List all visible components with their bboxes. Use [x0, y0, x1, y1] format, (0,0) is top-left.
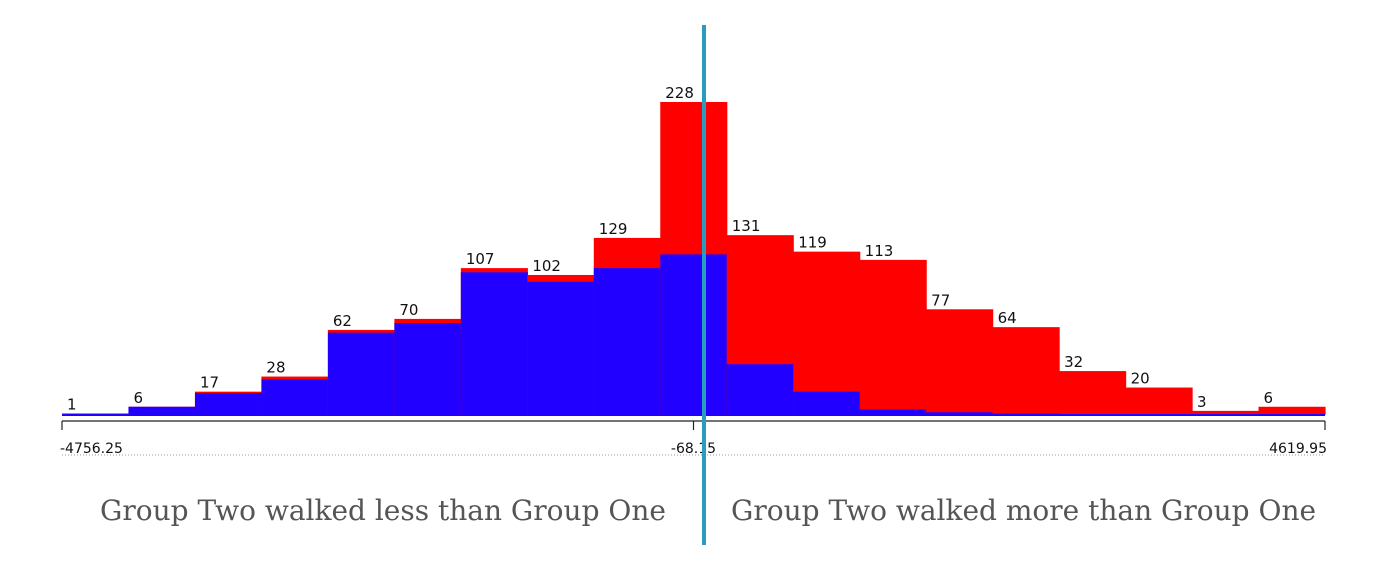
x-axis: -4756.25 -68.15 4619.95	[60, 414, 1327, 457]
x-tick-label: -68.15	[671, 441, 716, 457]
x-tick-label: -4756.25	[60, 441, 123, 457]
bin-count-label: 28	[266, 359, 285, 377]
histogram-bar-lower	[527, 281, 595, 415]
histogram-bar-lower	[194, 393, 263, 415]
bin-count-label: 64	[998, 309, 1017, 327]
histogram-bar-lower	[128, 406, 196, 415]
bin-count-label: 17	[200, 374, 219, 392]
histogram-bar-lower	[793, 391, 861, 415]
bin-count-label: 119	[798, 234, 827, 252]
histogram-bar-lower	[660, 254, 728, 415]
bin-count-label: 1	[67, 396, 77, 414]
bin-count-label: 3	[1197, 393, 1207, 411]
histogram-bar-lower	[261, 379, 329, 415]
caption-walked-more: Group Two walked more than Group One	[731, 494, 1317, 527]
histogram-bar-lower	[926, 412, 994, 415]
bin-count-label: 32	[1064, 353, 1083, 371]
count-labels-layer: 1 6 17 28 62 70 107 102 129 228 131 119 113 77 64 32 20 3…	[67, 84, 1273, 414]
bin-count-label: 102	[532, 257, 561, 275]
bars-layer	[62, 102, 1326, 415]
histogram-bar-total	[859, 259, 927, 415]
histogram-bar-total	[992, 327, 1060, 415]
histogram-bar-lower	[859, 409, 927, 415]
histogram-bar-lower	[327, 332, 395, 415]
histogram-bar-lower	[394, 323, 462, 415]
bin-count-label: 129	[599, 220, 628, 238]
bin-count-label: 131	[732, 217, 761, 235]
bin-count-label: 228	[665, 84, 694, 102]
histogram-bar-total	[793, 251, 861, 415]
bin-count-label: 70	[399, 301, 418, 319]
histogram-bar-total	[1258, 406, 1326, 415]
histogram-bar-lower	[593, 268, 661, 415]
bin-count-label: 20	[1131, 370, 1150, 388]
bin-count-label: 6	[133, 389, 143, 407]
bin-count-label: 62	[333, 312, 352, 330]
histogram-bar-total	[1059, 371, 1127, 415]
histogram-bar-total	[1192, 410, 1260, 415]
bin-count-label: 107	[466, 250, 495, 268]
bin-count-label: 77	[931, 291, 950, 309]
bin-count-label: 6	[1264, 389, 1274, 407]
caption-walked-less: Group Two walked less than Group One	[100, 494, 666, 527]
histogram-bar-total	[926, 309, 994, 415]
histogram-bar-lower	[460, 272, 528, 415]
histogram-bar-lower	[726, 364, 794, 415]
bin-count-label: 113	[865, 242, 894, 260]
x-tick-label: 4619.95	[1269, 441, 1327, 457]
histogram-bar-total	[1125, 387, 1193, 415]
